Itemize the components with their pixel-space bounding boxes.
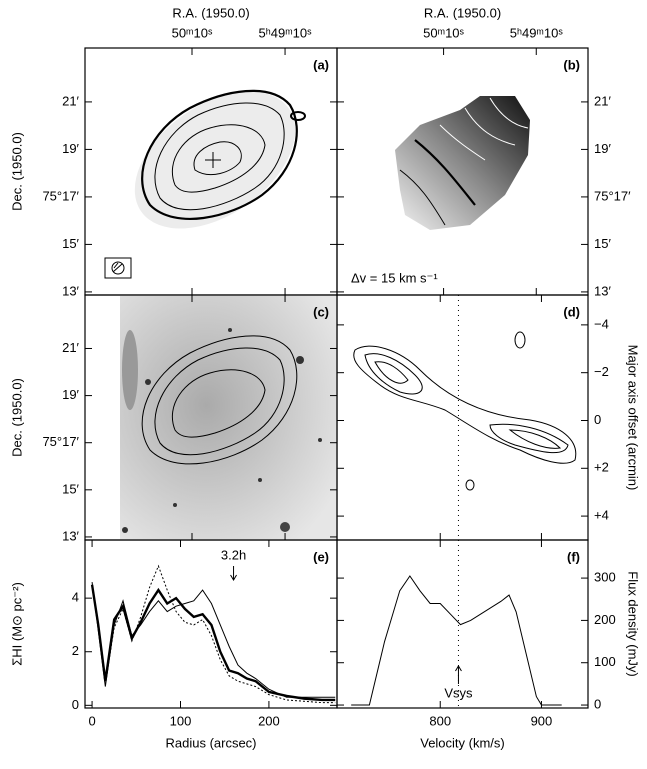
y-tick-label: 21′: [594, 93, 611, 108]
x-tick-label: 900: [531, 713, 553, 728]
y-tick-label: 0: [72, 697, 79, 712]
y-tick-label: 21′: [62, 93, 79, 108]
y-tick-label: 19′: [594, 141, 611, 156]
y-tick-label: 300: [594, 570, 616, 585]
y-tick-label: −2: [594, 364, 609, 379]
y-axis-title: Major axis offset (arcmin): [626, 345, 641, 491]
y-tick-label: 15′: [62, 481, 79, 496]
x-axis-title: R.A. (1950.0): [172, 5, 249, 20]
panel-label: (c): [313, 304, 329, 319]
y-tick-label: 15′: [594, 236, 611, 251]
y-tick-label: 4: [72, 590, 79, 605]
position-velocity: [353, 331, 577, 491]
panel-label: (f): [567, 549, 580, 564]
y-tick-label: 13′: [62, 283, 79, 298]
y-tick-label: 75°17′: [42, 434, 79, 449]
y-tick-label: 21′: [62, 340, 79, 355]
y-tick-label: 19′: [62, 141, 79, 156]
line-series: [91, 564, 336, 704]
panel-label: (d): [563, 304, 580, 319]
optical-image: [120, 296, 336, 539]
x-tick-label: 800: [429, 713, 451, 728]
annotation: 3.2h: [221, 547, 246, 562]
panel-label: (e): [313, 549, 329, 564]
y-tick-label: 75°17′: [42, 188, 79, 203]
x-tick-label: 5ʰ49ᵐ10ˢ: [259, 25, 313, 40]
y-tick-label: 13′: [62, 528, 79, 543]
y-tick-label: 15′: [62, 236, 79, 251]
x-axis-title: Velocity (km/s): [420, 735, 505, 750]
y-axis-title: Dec. (1950.0): [9, 378, 24, 457]
annotation-arrow: [455, 665, 462, 684]
velocity-field: [395, 96, 530, 230]
x-tick-label: 50ᵐ10ˢ: [172, 25, 213, 40]
panel-frame: [336, 539, 589, 709]
x-tick-label: 50ᵐ10ˢ: [423, 25, 464, 40]
y-tick-label: 200: [594, 612, 616, 627]
x-tick-label: 5ʰ49ᵐ10ˢ: [510, 25, 564, 40]
line-series: [90, 584, 336, 702]
x-tick-label: 100: [170, 713, 192, 728]
annotation-arrow: [230, 566, 237, 581]
y-tick-label: 0: [594, 696, 601, 711]
annotation: Vsys: [444, 685, 473, 700]
y-tick-label: −4: [594, 316, 609, 331]
y-tick-label: 19′: [62, 387, 79, 402]
x-tick-label: 200: [258, 713, 280, 728]
line-series: [91, 582, 336, 698]
hi-map: [104, 89, 306, 279]
y-tick-label: 75°17′: [594, 188, 631, 203]
y-tick-label: +4: [594, 508, 609, 523]
y-tick-label: 13′: [594, 283, 611, 298]
y-tick-label: 0: [594, 412, 601, 427]
panel-label: (b): [563, 57, 580, 72]
x-tick-label: 0: [88, 713, 95, 728]
y-tick-label: +2: [594, 460, 609, 475]
x-axis-title: Radius (arcsec): [165, 735, 256, 750]
annotation: Δv = 15 km s⁻¹: [351, 270, 438, 285]
y-axis-title: ΣHI (M⊙ pc⁻²): [9, 582, 24, 666]
line-series: [351, 575, 562, 706]
y-tick-label: 2: [72, 643, 79, 658]
y-tick-label: 100: [594, 654, 616, 669]
panel-frame: [336, 294, 589, 541]
panel-label: (a): [313, 57, 329, 72]
x-axis-title: R.A. (1950.0): [424, 5, 501, 20]
y-axis-title: Dec. (1950.0): [9, 132, 24, 211]
y-axis-title: Flux density (mJy): [626, 571, 641, 676]
